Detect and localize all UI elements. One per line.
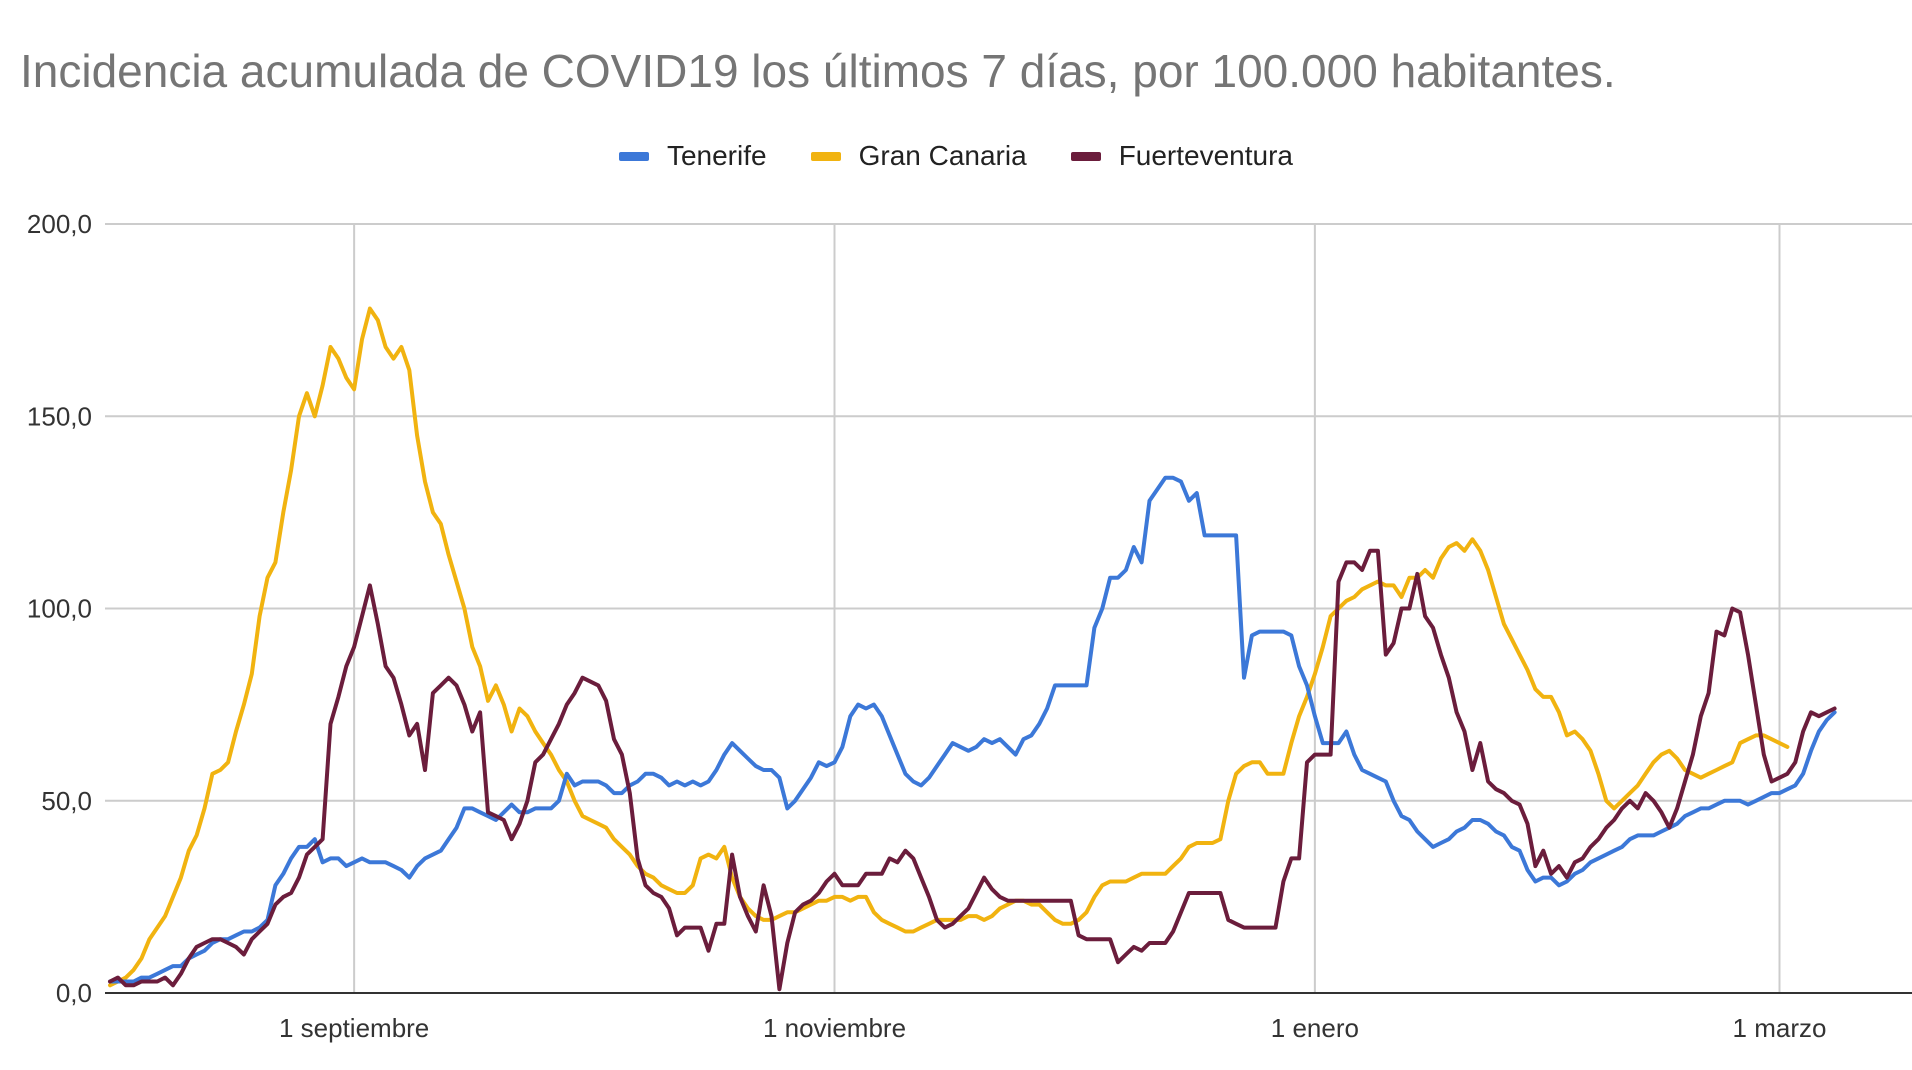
y-tick-label: 150,0: [27, 401, 92, 431]
chart-legend: Tenerife Gran Canaria Fuerteventura: [0, 140, 1912, 172]
x-tick-label: 1 septiembre: [279, 1013, 429, 1043]
y-tick-label: 200,0: [27, 209, 92, 239]
legend-item-fuerteventura[interactable]: Fuerteventura: [1070, 140, 1294, 172]
y-tick-label: 100,0: [27, 594, 92, 624]
legend-swatch-fuerteventura: [1070, 151, 1101, 161]
legend-label-tenerife: Tenerife: [666, 140, 767, 171]
legend-item-tenerife[interactable]: Tenerife: [618, 140, 767, 172]
legend-label-fuerteventura: Fuerteventura: [1118, 140, 1294, 171]
chart-title: Incidencia acumulada de COVID19 los últi…: [20, 45, 1616, 97]
legend-swatch-tenerife: [618, 151, 649, 161]
series-line-gran-canaria: [108, 306, 1790, 988]
series-line-tenerife: [108, 475, 1837, 984]
x-tick-label: 1 marzo: [1733, 1013, 1827, 1043]
axis-layer: 0,0 50,0 100,0 150,0 200,0 1 septiembre 1 novi…: [27, 209, 1912, 1043]
x-tick-label: 1 enero: [1271, 1013, 1359, 1043]
x-tick-label: 1 noviembre: [763, 1013, 906, 1043]
y-tick-label: 0,0: [56, 978, 92, 1008]
legend-swatch-gran-canaria: [810, 151, 841, 161]
legend-item-gran-canaria[interactable]: Gran Canaria: [810, 140, 1027, 172]
y-tick-label: 50,0: [41, 786, 92, 816]
legend-label-gran-canaria: Gran Canaria: [858, 140, 1027, 171]
series-line-fuerteventura: [108, 548, 1837, 992]
series-layer: [108, 306, 1837, 992]
grid-layer: [105, 223, 1912, 993]
